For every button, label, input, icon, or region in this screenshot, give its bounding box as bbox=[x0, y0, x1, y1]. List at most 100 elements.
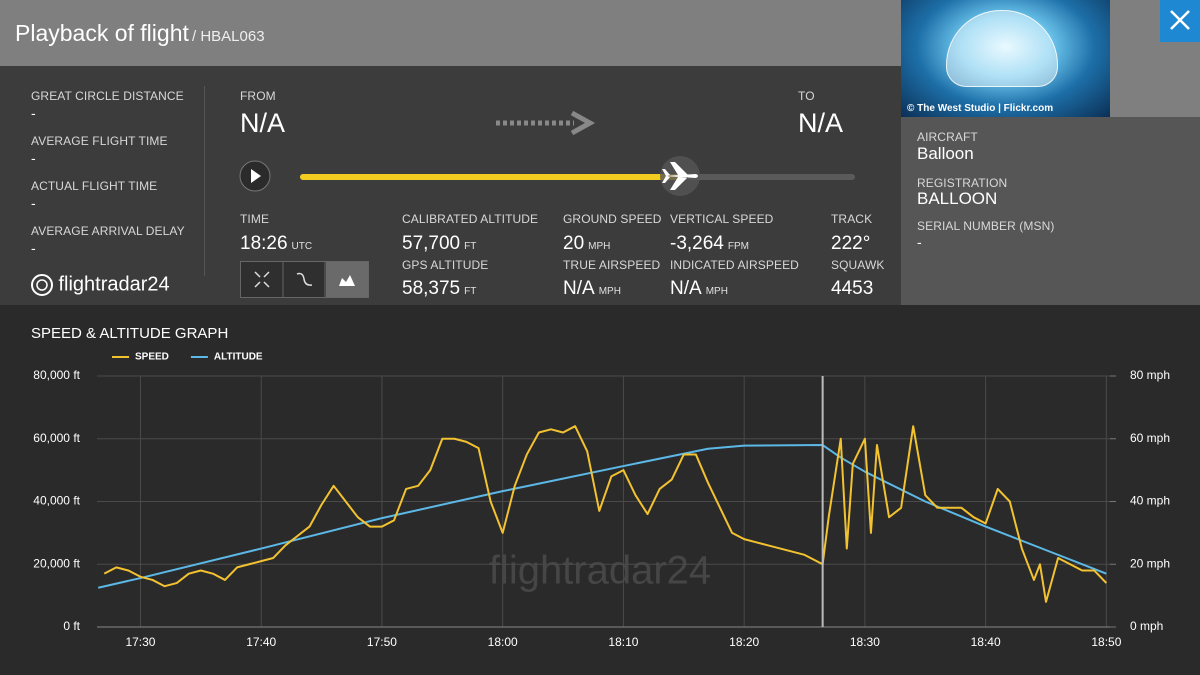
metric-value: 4453 bbox=[831, 278, 874, 299]
y-tick-label: 80,000 ft bbox=[33, 368, 80, 382]
from-value: N/A bbox=[240, 108, 286, 138]
metric-unit: MPH bbox=[588, 241, 611, 252]
metric-value: 222° bbox=[831, 233, 871, 254]
view-button[interactable] bbox=[241, 262, 283, 297]
aircraft-value: Balloon bbox=[917, 144, 974, 163]
legend-label: ALTITUDE bbox=[214, 352, 263, 363]
close-button[interactable] bbox=[1160, 0, 1200, 42]
play-icon bbox=[251, 169, 261, 183]
metric-value: -3,264 FPM bbox=[670, 233, 749, 255]
metric-value: 58,375 FT bbox=[402, 278, 476, 300]
y-tick-label: 20,000 ft bbox=[33, 556, 80, 570]
metric-value: N/A MPH bbox=[563, 278, 621, 300]
y2-tick-label: 0 mph bbox=[1130, 619, 1163, 633]
x-tick-label: 17:30 bbox=[125, 635, 155, 649]
metric-unit: UTC bbox=[291, 241, 313, 252]
stat-value: - bbox=[31, 150, 36, 166]
divider bbox=[204, 86, 205, 276]
aircraft-panel bbox=[901, 117, 1200, 305]
stat-label: AVERAGE ARRIVAL DELAY bbox=[31, 224, 185, 238]
from-label: FROM bbox=[240, 89, 276, 103]
x-tick-label: 17:50 bbox=[367, 635, 397, 649]
stat-value: - bbox=[31, 105, 36, 121]
header-title: Playback of flight bbox=[15, 20, 189, 46]
header-flight: / HBAL063 bbox=[192, 28, 265, 45]
metric-unit: MPH bbox=[705, 286, 728, 297]
photo-credit: © The West Studio | Flickr.com bbox=[907, 103, 1054, 114]
metric-number: 18:26 bbox=[240, 233, 288, 254]
aircraft-value: - bbox=[917, 234, 922, 250]
logo-icon bbox=[31, 274, 53, 296]
metric-number: 58,375 bbox=[402, 278, 461, 299]
y2-tick-label: 60 mph bbox=[1130, 431, 1170, 445]
route-arrow bbox=[496, 110, 596, 136]
metric-value: 20 MPH bbox=[563, 233, 610, 255]
metric-unit: FT bbox=[464, 286, 477, 297]
metric-label: TRACK bbox=[831, 212, 873, 226]
metric-label: TIME bbox=[240, 212, 270, 226]
chart-layer: 0 ft 20,000 ft 40,000 ft 60,000 ft 80,000 ft… bbox=[33, 352, 1170, 650]
metric-value: 57,700 FT bbox=[402, 233, 476, 255]
metric-number: N/A bbox=[670, 278, 702, 299]
header-bar bbox=[0, 0, 901, 66]
stat-label: ACTUAL FLIGHT TIME bbox=[31, 179, 158, 193]
x-tick-label: 17:40 bbox=[246, 635, 276, 649]
metric-label: GROUND SPEED bbox=[563, 212, 662, 226]
aircraft-photo: © The West Studio | Flickr.com bbox=[901, 0, 1110, 117]
series-line bbox=[97, 444, 1107, 589]
x-tick-label: 18:50 bbox=[1091, 635, 1121, 649]
metric-label: VERTICAL SPEED bbox=[670, 212, 774, 226]
view-icons bbox=[241, 262, 368, 297]
x-tick-label: 18:20 bbox=[729, 635, 759, 649]
metric-number: -3,264 bbox=[670, 233, 724, 254]
y-tick-label: 60,000 ft bbox=[33, 431, 80, 445]
stat-value: - bbox=[31, 195, 36, 211]
metric-unit: FPM bbox=[727, 241, 749, 252]
legend-label: SPEED bbox=[135, 352, 169, 363]
metric-value: N/A MPH bbox=[670, 278, 728, 300]
chart-title: SPEED & ALTITUDE GRAPH bbox=[31, 325, 228, 342]
playback-bar bbox=[239, 156, 855, 196]
y2-tick-label: 40 mph bbox=[1130, 494, 1170, 508]
watermark: flightradar24 bbox=[489, 549, 711, 593]
aircraft-label: REGISTRATION bbox=[917, 176, 1008, 190]
metric-label: SQUAWK bbox=[831, 258, 885, 272]
view-buttons bbox=[240, 261, 369, 298]
y-tick-label: 40,000 ft bbox=[33, 494, 80, 508]
x-tick-label: 18:30 bbox=[850, 635, 880, 649]
y2-tick-label: 20 mph bbox=[1130, 556, 1170, 570]
x-tick-label: 18:10 bbox=[608, 635, 638, 649]
x-tick-label: 18:00 bbox=[488, 635, 518, 649]
metric-value: 18:26 UTC bbox=[240, 233, 312, 255]
y2-tick-label: 80 mph bbox=[1130, 368, 1170, 382]
metric-label: CALIBRATED ALTITUDE bbox=[402, 212, 539, 226]
logo-text: flightradar24 bbox=[58, 273, 170, 296]
metric-label: GPS ALTITUDE bbox=[402, 258, 489, 272]
metric-unit: FT bbox=[464, 241, 477, 252]
chart-bg bbox=[0, 305, 1200, 675]
x-tick-label: 18:40 bbox=[971, 635, 1001, 649]
metric-unit: MPH bbox=[598, 286, 621, 297]
metric-label: INDICATED AIRSPEED bbox=[670, 258, 799, 272]
close-icon bbox=[1170, 10, 1190, 30]
metric-label: TRUE AIRSPEED bbox=[563, 258, 661, 272]
plane-icon bbox=[662, 162, 698, 190]
to-label: TO bbox=[798, 89, 815, 103]
balloon-shape bbox=[946, 10, 1058, 87]
metric-number: 57,700 bbox=[402, 233, 461, 254]
aircraft-label: AIRCRAFT bbox=[917, 130, 978, 144]
aircraft-value: BALLOON bbox=[917, 189, 998, 208]
y-tick-label: 0 ft bbox=[63, 619, 80, 633]
stat-label: AVERAGE FLIGHT TIME bbox=[31, 134, 168, 148]
stat-label: GREAT CIRCLE DISTANCE bbox=[31, 89, 184, 103]
info-panel bbox=[0, 66, 901, 305]
view-button-active[interactable] bbox=[326, 262, 368, 297]
series-line bbox=[103, 425, 1108, 603]
stat-value: - bbox=[31, 240, 36, 256]
aircraft-label: SERIAL NUMBER (MSN) bbox=[917, 219, 1055, 233]
metric-number: 20 bbox=[563, 233, 585, 254]
logo: flightradar24 bbox=[30, 273, 170, 297]
to-value: N/A bbox=[798, 108, 844, 138]
metric-number: N/A bbox=[563, 278, 595, 299]
